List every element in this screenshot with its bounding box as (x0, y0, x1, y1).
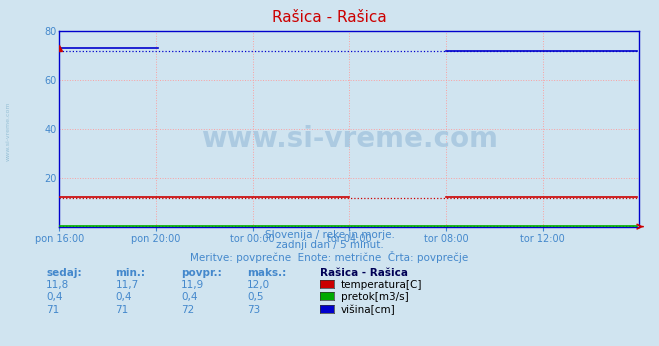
Text: www.si-vreme.com: www.si-vreme.com (201, 125, 498, 153)
Text: 73: 73 (247, 305, 260, 315)
Text: zadnji dan / 5 minut.: zadnji dan / 5 minut. (275, 240, 384, 251)
Text: temperatura[C]: temperatura[C] (341, 280, 422, 290)
Text: 72: 72 (181, 305, 194, 315)
Text: 0,4: 0,4 (46, 292, 63, 302)
Text: 0,4: 0,4 (181, 292, 198, 302)
Text: višina[cm]: višina[cm] (341, 305, 395, 316)
Text: povpr.:: povpr.: (181, 268, 222, 278)
Text: Rašica - Rašica: Rašica - Rašica (272, 10, 387, 25)
Text: 71: 71 (46, 305, 59, 315)
Text: Slovenija / reke in morje.: Slovenija / reke in morje. (264, 230, 395, 240)
Text: Rašica - Rašica: Rašica - Rašica (320, 268, 408, 278)
Text: 11,8: 11,8 (46, 280, 69, 290)
Text: 12,0: 12,0 (247, 280, 270, 290)
Text: 0,5: 0,5 (247, 292, 264, 302)
Text: sedaj:: sedaj: (46, 268, 82, 278)
Text: 0,4: 0,4 (115, 292, 132, 302)
Text: min.:: min.: (115, 268, 146, 278)
Text: pretok[m3/s]: pretok[m3/s] (341, 292, 409, 302)
Text: 11,9: 11,9 (181, 280, 204, 290)
Text: 71: 71 (115, 305, 129, 315)
Text: 11,7: 11,7 (115, 280, 138, 290)
Text: www.si-vreme.com: www.si-vreme.com (5, 102, 11, 161)
Text: maks.:: maks.: (247, 268, 287, 278)
Text: Meritve: povprečne  Enote: metrične  Črta: povprečje: Meritve: povprečne Enote: metrične Črta:… (190, 251, 469, 263)
